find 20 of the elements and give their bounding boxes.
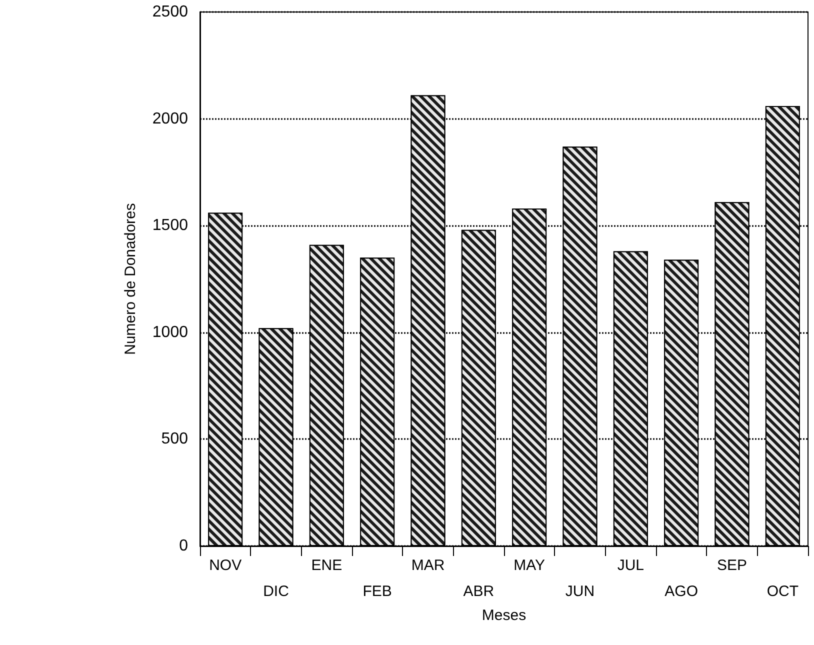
x-tick-label: JUN [565,583,595,600]
x-tick-label: AGO [664,583,698,600]
x-tick-label: MAY [514,557,546,574]
y-tick-label: 500 [161,430,188,448]
x-tick-label: ABR [463,583,494,600]
x-tick-label: JUL [617,557,644,574]
x-tick-label: FEB [362,583,392,600]
x-tick-label: DIC [263,583,290,600]
x-tick-label: NOV [209,557,242,574]
y-tick-label: 1500 [152,217,188,234]
y-tick-label: 0 [179,538,188,554]
y-tick-label: 2500 [152,4,188,20]
x-tick-label: ENE [311,557,342,574]
y-axis-title: Numero de Donadores [122,203,139,355]
x-tick-label: MAR [411,557,445,574]
x-tick-label: SEP [716,557,748,574]
y-tick-label: 2000 [152,110,188,128]
x-tick-label: OCT [766,583,799,600]
x-axis-title: Meses [482,607,526,624]
y-tick-label: 1000 [152,324,188,341]
